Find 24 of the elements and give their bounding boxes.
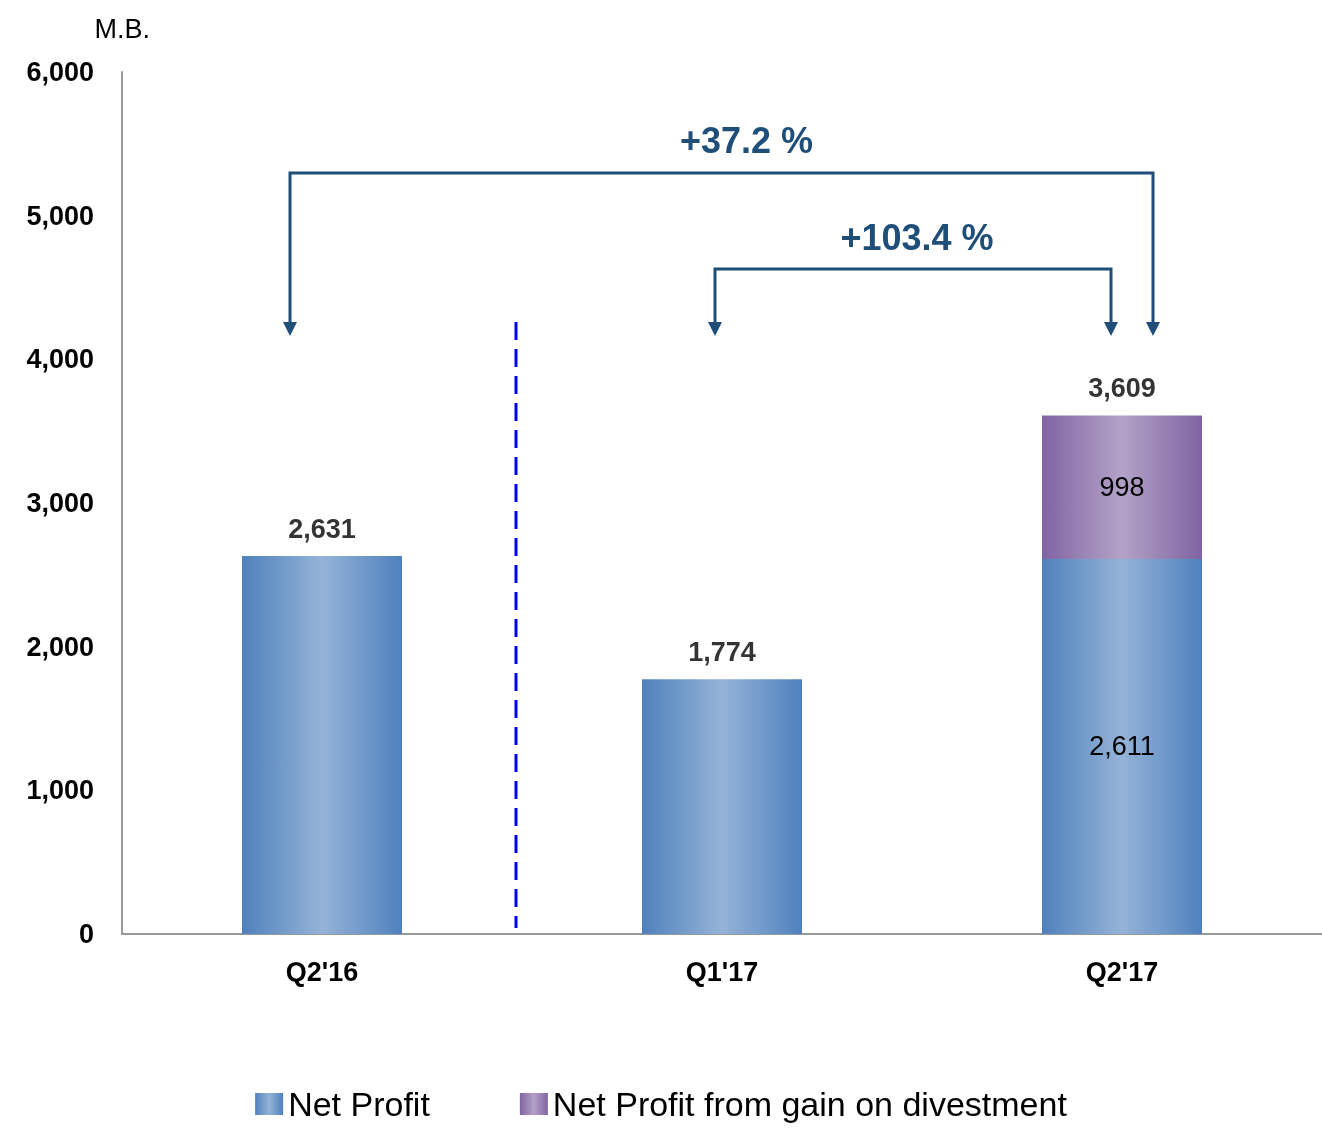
bar [242,556,402,934]
bar [1042,558,1202,934]
total-label: 3,609 [1088,373,1156,404]
total-label: 1,774 [688,636,756,667]
y-tick-label: 1,000 [26,775,94,806]
y-tick-label: 4,000 [26,344,94,375]
annotation: +37.2 % [679,120,814,162]
y-tick-label: 5,000 [26,200,94,231]
x-tick-label: Q2'16 [285,956,359,987]
total-label: 2,631 [288,513,356,544]
data-label: 2,611 [1089,731,1155,762]
y-tick-label: 6,000 [26,57,94,87]
x-tick-label: Q2'17 [1085,956,1159,987]
bar [1042,415,1202,559]
y-tick-label: 2,000 [26,631,94,662]
annotation: +103.4 % [840,217,994,259]
y-axis-title: M.B. [94,13,150,44]
y-tick-label: 0 [78,919,94,949]
data-label: 998 [1099,472,1145,503]
x-tick-label: Q1'17 [685,956,759,987]
bar [642,679,802,934]
y-tick-label: 3,000 [26,488,94,518]
legend-label: Net Profit from gain on divestment [552,1085,1068,1123]
legend-label: Net Profit [288,1085,431,1123]
